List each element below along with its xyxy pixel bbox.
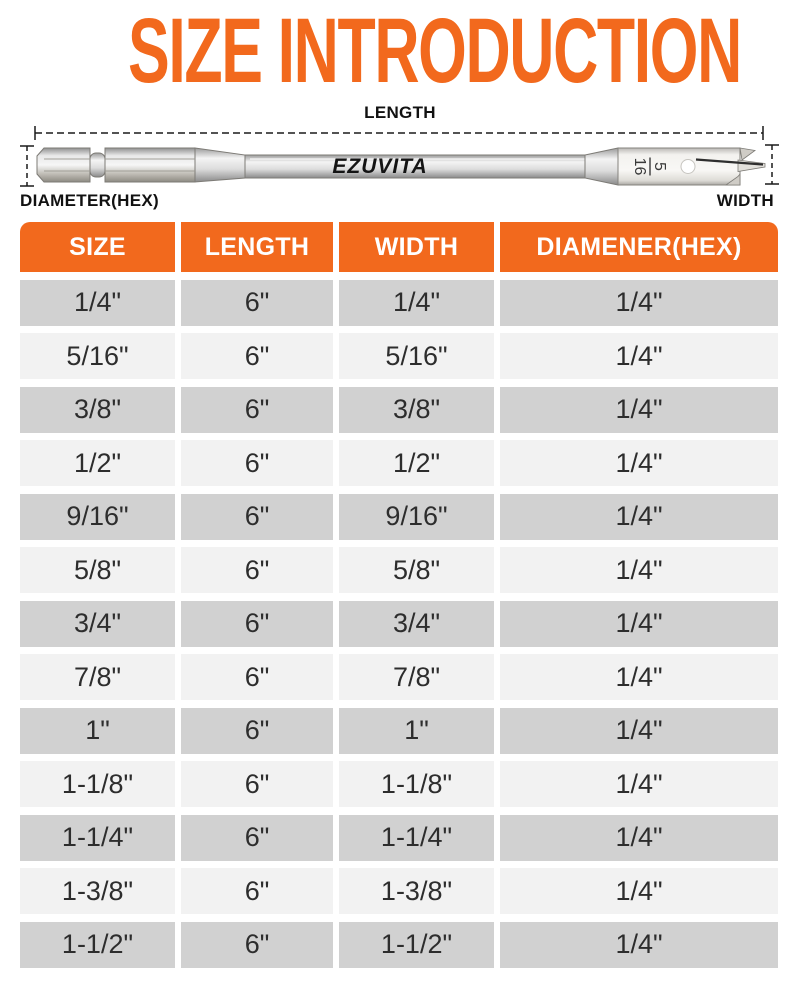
cell-size: 1-1/8": [20, 761, 175, 807]
blade-bottom-spur: [724, 172, 741, 186]
column-header-width: WIDTH: [339, 222, 494, 272]
cell-diameter-hex: 1/4": [500, 921, 778, 968]
page-title: SIZE INTRODUCTION: [128, 0, 742, 102]
cell-size: 1/2": [20, 440, 175, 486]
hex-shank: [36, 147, 246, 183]
cell-diameter-hex: 1/4": [500, 761, 778, 807]
cell-diameter-hex: 1/4": [500, 814, 778, 861]
cell-length: 6": [181, 440, 333, 486]
cell-diameter-hex: 1/4": [500, 440, 778, 486]
blade-size-marking: 5 16: [631, 157, 668, 176]
cell-diameter-hex: 1/4": [500, 707, 778, 754]
cell-width: 1-3/8": [339, 868, 494, 914]
size-table: SIZE LENGTH WIDTH DIAMENER(HEX) 1/4" 6" 1/…: [20, 222, 778, 968]
cell-width: 5/16": [339, 333, 494, 379]
blade-top-spur: [739, 147, 757, 161]
cell-size: 9/16": [20, 493, 175, 540]
cell-size: 1/4": [20, 279, 175, 326]
cell-size: 5/8": [20, 547, 175, 593]
cell-length: 6": [181, 868, 333, 914]
cell-length: 6": [181, 386, 333, 433]
width-dimension-label: WIDTH: [716, 191, 774, 210]
cell-length: 6": [181, 814, 333, 861]
diameter-hex-dimension-label: DIAMETER(HEX): [20, 191, 159, 210]
cell-length: 6": [181, 493, 333, 540]
brand-text: EZUVITA: [332, 155, 427, 178]
cell-diameter-hex: 1/4": [500, 279, 778, 326]
spade-blade: 5 16: [584, 147, 766, 186]
cell-diameter-hex: 1/4": [500, 493, 778, 540]
cell-width: 3/8": [339, 386, 494, 433]
cell-width: 1/4": [339, 279, 494, 326]
column-header-diameter-hex: DIAMENER(HEX): [500, 222, 778, 272]
svg-text:16: 16: [631, 158, 648, 176]
cell-size: 3/4": [20, 600, 175, 647]
cell-diameter-hex: 1/4": [500, 333, 778, 379]
shaft: EZUVITA: [244, 154, 588, 179]
cell-width: 1/2": [339, 440, 494, 486]
cell-width: 5/8": [339, 547, 494, 593]
cell-length: 6": [181, 600, 333, 647]
cell-width: 1": [339, 707, 494, 754]
cell-diameter-hex: 1/4": [500, 654, 778, 700]
length-dimension-line: [34, 126, 764, 140]
cell-width: 3/4": [339, 600, 494, 647]
column-header-size: SIZE: [20, 222, 175, 272]
cell-length: 6": [181, 921, 333, 968]
cell-size: 1-1/2": [20, 921, 175, 968]
cell-width: 9/16": [339, 493, 494, 540]
cell-width: 1-1/2": [339, 921, 494, 968]
cell-diameter-hex: 1/4": [500, 600, 778, 647]
cell-size: 1-3/8": [20, 868, 175, 914]
cell-width: 1-1/8": [339, 761, 494, 807]
blade-hole: [680, 159, 696, 174]
cell-length: 6": [181, 279, 333, 326]
length-dimension-label: LENGTH: [364, 103, 436, 122]
cell-length: 6": [181, 761, 333, 807]
cell-size: 3/8": [20, 386, 175, 433]
cell-size: 1-1/4": [20, 814, 175, 861]
cell-length: 6": [181, 333, 333, 379]
cell-diameter-hex: 1/4": [500, 868, 778, 914]
cell-width: 7/8": [339, 654, 494, 700]
cell-size: 1": [20, 707, 175, 754]
cell-width: 1-1/4": [339, 814, 494, 861]
drill-bit-diagram: LENGTH: [0, 100, 800, 218]
cell-length: 6": [181, 654, 333, 700]
cell-diameter-hex: 1/4": [500, 386, 778, 433]
column-header-length: LENGTH: [181, 222, 333, 272]
cutting-edge: [695, 158, 764, 166]
blade-center-spike: [737, 159, 766, 172]
cell-length: 6": [181, 707, 333, 754]
width-dimension-line: [765, 144, 779, 185]
cell-diameter-hex: 1/4": [500, 547, 778, 593]
svg-text:5: 5: [651, 162, 668, 171]
diameter-dimension-line: [20, 145, 34, 187]
drill-bit-illustration: EZUVITA 5 16: [20, 126, 779, 187]
cell-size: 7/8": [20, 654, 175, 700]
cell-size: 5/16": [20, 333, 175, 379]
cell-length: 6": [181, 547, 333, 593]
